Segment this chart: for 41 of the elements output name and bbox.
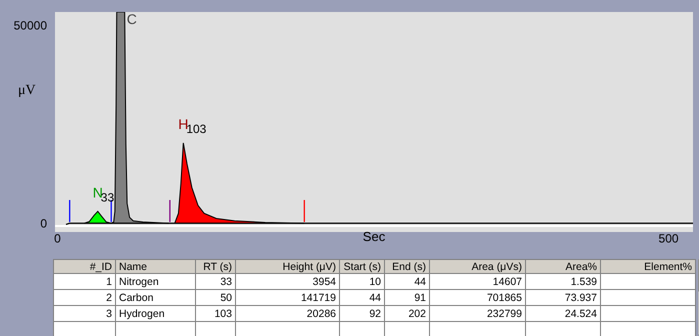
data-label: 50 bbox=[196, 290, 236, 306]
data-label: 2 bbox=[54, 290, 116, 306]
category-label: Hydrogen bbox=[116, 306, 196, 322]
data-label: 202 bbox=[384, 306, 430, 322]
x-axis-title: Sec bbox=[362, 229, 386, 244]
series-label: Height (μV) bbox=[236, 260, 340, 274]
x-tick-label: 500 bbox=[658, 232, 679, 246]
data-label: 92 bbox=[340, 306, 384, 322]
series-label: End (s) bbox=[384, 260, 430, 274]
data-label: 232799 bbox=[430, 306, 526, 322]
data-label: 3954 bbox=[236, 274, 340, 290]
data-label: 1 bbox=[54, 274, 116, 290]
y-axis-title: μV bbox=[18, 82, 36, 98]
series-label: Area% bbox=[526, 260, 600, 274]
category-label: Nitrogen bbox=[116, 274, 196, 290]
category-label: Carbon bbox=[116, 290, 196, 306]
series-label: H bbox=[178, 116, 188, 132]
data-label: 1.539 bbox=[526, 274, 600, 290]
data-label: 3 bbox=[54, 306, 116, 322]
data-label: 44 bbox=[340, 290, 384, 306]
data-label: 141719 bbox=[236, 290, 340, 306]
data-label: 44 bbox=[384, 274, 430, 290]
data-label: 91 bbox=[384, 290, 430, 306]
text: Name bbox=[116, 260, 196, 274]
series-label: Area (μVs) bbox=[430, 260, 526, 274]
data-label: 20286 bbox=[236, 306, 340, 322]
series-label: Start (s) bbox=[340, 260, 384, 274]
series-label: C bbox=[126, 10, 137, 27]
data-label: 10 bbox=[340, 274, 384, 290]
data-label: 73.937 bbox=[526, 290, 600, 306]
legend-label: Element% bbox=[600, 260, 696, 274]
series-label: #_ID bbox=[54, 260, 116, 274]
series-label: RT (s) bbox=[196, 260, 236, 274]
data-label: 24.524 bbox=[526, 306, 600, 322]
data-label: 14607 bbox=[430, 274, 526, 290]
data-label: 103 bbox=[196, 306, 236, 322]
data-label: 701865 bbox=[430, 290, 526, 306]
annotation: 103 bbox=[186, 122, 207, 136]
y-tick-label: 50000 bbox=[14, 18, 48, 33]
annotation: 33 bbox=[100, 190, 114, 205]
data-label: 33 bbox=[196, 274, 236, 290]
